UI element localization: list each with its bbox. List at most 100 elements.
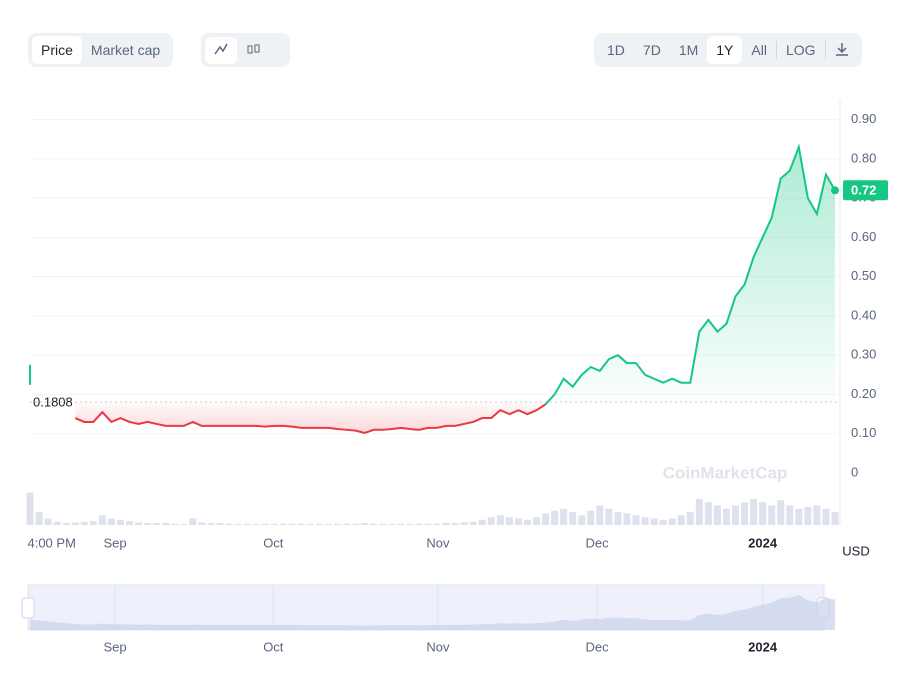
volume-bar	[216, 523, 224, 525]
volume-bar	[813, 505, 821, 525]
x-tick-label: Nov	[426, 535, 450, 550]
volume-bar	[279, 523, 287, 525]
volume-bar	[704, 502, 712, 525]
volume-bar	[89, 521, 97, 525]
volume-bar	[107, 518, 115, 525]
tab[interactable]: Price	[32, 36, 82, 64]
chart-kind-group	[201, 33, 290, 67]
volume-bar	[315, 523, 323, 525]
volume-bar	[614, 512, 622, 525]
navigator-label: Oct	[263, 639, 284, 654]
baseline-label: 0.1808	[33, 394, 73, 409]
volume-bar	[207, 523, 215, 525]
volume-bar	[469, 521, 477, 525]
volume-bar	[650, 518, 658, 525]
volume-bar	[822, 508, 830, 525]
volume-bar	[487, 517, 495, 525]
y-tick-label: 0.20	[851, 386, 876, 401]
range[interactable]: 7D	[642, 42, 661, 58]
price-tag	[843, 180, 888, 201]
volume-bar	[71, 522, 79, 525]
volume-bar	[451, 523, 459, 525]
volume-bar	[189, 518, 197, 525]
volume-bar	[496, 515, 504, 525]
volume-bar	[659, 519, 667, 525]
y-tick-label: 0	[851, 464, 858, 479]
volume-bar	[641, 517, 649, 525]
volume-bar	[270, 523, 278, 525]
navigator-label: Nov	[426, 639, 450, 654]
volume-bar	[722, 508, 730, 525]
volume-bar	[560, 508, 568, 525]
volume-bar	[623, 513, 631, 525]
volume-bar	[379, 523, 387, 525]
navigator-handle[interactable]	[21, 597, 35, 619]
navigator-label: Dec	[586, 639, 610, 654]
volume-bar	[578, 515, 586, 525]
price-tag-label: 0.72	[851, 183, 876, 198]
volume-bar	[768, 505, 776, 525]
volume-bar	[632, 515, 640, 525]
volume-bar	[433, 523, 441, 525]
tab[interactable]: Market cap	[90, 42, 161, 58]
volume-bar	[26, 492, 34, 525]
volume-bar	[533, 517, 541, 525]
volume-bar	[53, 521, 61, 525]
volume-bar	[288, 523, 296, 525]
y-tick-label: 0.30	[851, 347, 876, 362]
volume-bar	[397, 523, 405, 525]
watermark: CoinMarketCap	[663, 463, 788, 482]
range[interactable]: 1Y	[707, 36, 743, 64]
volume-bar	[804, 506, 812, 525]
y-tick-label: 0.60	[851, 229, 876, 244]
volume-bar	[442, 523, 450, 525]
volume-bar	[261, 523, 269, 525]
volume-bar	[252, 523, 260, 525]
volume-bar	[514, 518, 522, 525]
volume-bar	[297, 523, 305, 525]
volume-bar	[125, 521, 133, 525]
range[interactable]: 1M	[678, 42, 699, 58]
range[interactable]: All	[751, 42, 767, 58]
price-area	[554, 147, 835, 403]
y-tick-label: 0.50	[851, 268, 876, 283]
volume-bar	[243, 523, 251, 525]
price-line	[553, 143, 836, 395]
volume-bar	[460, 522, 468, 525]
navigator-label: Sep	[103, 639, 126, 654]
volume-bar	[162, 523, 170, 525]
price-area	[75, 402, 546, 433]
volume-bar	[180, 523, 188, 525]
volume-bar	[343, 523, 351, 525]
x-tick-label: Oct	[263, 535, 284, 550]
volume-bar	[668, 518, 676, 525]
volume-bar	[695, 499, 703, 525]
price-line	[74, 403, 547, 434]
volume-bar	[225, 523, 233, 525]
range-group: 1D 7D 1M 1Y All LOG	[594, 33, 862, 67]
log-toggle[interactable]: LOG	[785, 42, 816, 58]
price-segment	[544, 393, 556, 405]
volume-bar	[35, 512, 43, 525]
candle-icon[interactable]	[237, 37, 269, 64]
volume-bar	[388, 523, 396, 525]
line-icon[interactable]	[205, 36, 237, 64]
volume-bar	[478, 519, 486, 525]
volume-bar	[551, 510, 559, 525]
volume-bar	[831, 512, 839, 525]
download[interactable]	[826, 36, 858, 65]
volume-bar	[334, 523, 342, 525]
volume-bar	[116, 519, 124, 525]
volume-bar	[569, 512, 577, 525]
volume-bar	[759, 502, 767, 525]
volume-bar	[713, 505, 721, 525]
volume-bar	[786, 505, 794, 525]
volume-bar	[542, 513, 550, 525]
volume-bar	[44, 518, 52, 525]
volume-bar	[523, 519, 531, 525]
y-tick-label: 0.40	[851, 307, 876, 322]
navigator-label: 2024	[748, 639, 778, 654]
range[interactable]: 1D	[607, 42, 625, 58]
volume-bar	[171, 523, 179, 525]
